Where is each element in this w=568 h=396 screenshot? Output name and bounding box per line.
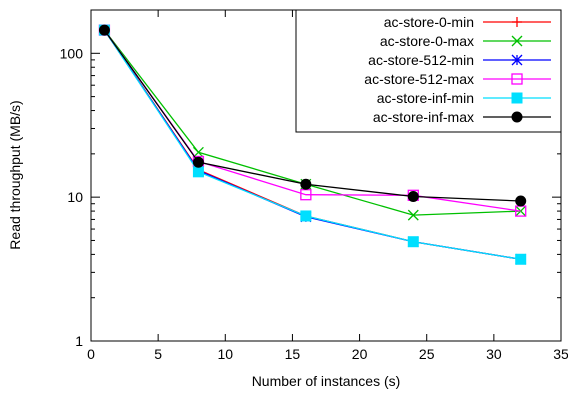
x-tick-label: 10 xyxy=(217,346,233,362)
marker-shape xyxy=(515,195,527,207)
marker-stroke xyxy=(511,54,523,66)
legend-entry: ac-store-512-min xyxy=(368,52,551,68)
marker-shape xyxy=(192,156,204,168)
marker-stroke xyxy=(515,205,527,217)
data-point xyxy=(407,209,419,221)
marker-shape xyxy=(511,73,523,85)
x-tick-label: 20 xyxy=(352,346,368,362)
legend-entry: ac-store-0-min xyxy=(384,14,551,30)
marker-stroke xyxy=(511,35,523,47)
legend-marker xyxy=(512,17,522,27)
legend-label: ac-store-inf-min xyxy=(377,90,474,106)
legend-label: ac-store-512-max xyxy=(364,71,474,87)
x-axis-label: Number of instances (s) xyxy=(252,373,401,389)
marker-shape xyxy=(300,210,312,222)
x-tick-label: 5 xyxy=(154,346,162,362)
plot-marks xyxy=(98,24,527,265)
data-point xyxy=(192,156,204,168)
marker-shape xyxy=(407,191,419,203)
marker-shape xyxy=(407,236,419,248)
marker-shape xyxy=(511,111,523,123)
legend-entry: ac-store-0-max xyxy=(380,33,551,49)
data-point xyxy=(515,195,527,207)
data-point xyxy=(515,205,527,217)
data-point xyxy=(98,24,110,36)
marker-stroke xyxy=(192,146,204,158)
x-tick-label: 0 xyxy=(87,346,95,362)
data-point xyxy=(300,178,312,190)
marker-shape xyxy=(192,166,204,178)
marker-stroke xyxy=(407,209,419,221)
x-tick-label: 25 xyxy=(419,346,435,362)
y-tick-label: 10 xyxy=(67,189,83,205)
marker-shape xyxy=(511,92,523,104)
x-tick-label: 15 xyxy=(285,346,301,362)
legend-label: ac-store-0-max xyxy=(380,33,474,49)
legend-entry: ac-store-512-max xyxy=(364,71,551,87)
data-point xyxy=(300,210,312,222)
legend-entry: ac-store-inf-max xyxy=(373,109,551,125)
marker-shape xyxy=(300,178,312,190)
marker-shape xyxy=(515,253,527,265)
data-point xyxy=(192,166,204,178)
legend-marker xyxy=(511,54,523,66)
y-tick-label: 1 xyxy=(75,333,83,349)
x-tick-label: 35 xyxy=(553,346,568,362)
y-axis-ticks: 1 10 100 xyxy=(60,9,561,349)
legend-label: ac-store-0-min xyxy=(384,14,474,30)
data-point xyxy=(515,253,527,265)
legend-label: ac-store-inf-max xyxy=(373,109,474,125)
legend: ac-store-0-min ac-store-0-max ac-store-512… xyxy=(295,9,562,133)
data-point xyxy=(192,146,204,158)
legend-marker xyxy=(511,73,523,85)
marker-shape xyxy=(98,24,110,36)
data-point xyxy=(407,191,419,203)
y-tick-label: 100 xyxy=(60,45,84,61)
legend-label: ac-store-512-min xyxy=(368,52,474,68)
legend-marker xyxy=(511,111,523,123)
legend-entry: ac-store-inf-min xyxy=(377,90,551,106)
data-point xyxy=(407,236,419,248)
series-ac-store-inf-max xyxy=(98,24,527,207)
y-axis-label: Read throughput (MB/s) xyxy=(7,100,23,249)
legend-marker xyxy=(511,35,523,47)
x-tick-label: 30 xyxy=(486,346,502,362)
x-axis-ticks: 0 5 10 15 20 25 30 35 xyxy=(87,10,568,362)
legend-marker xyxy=(511,92,523,104)
